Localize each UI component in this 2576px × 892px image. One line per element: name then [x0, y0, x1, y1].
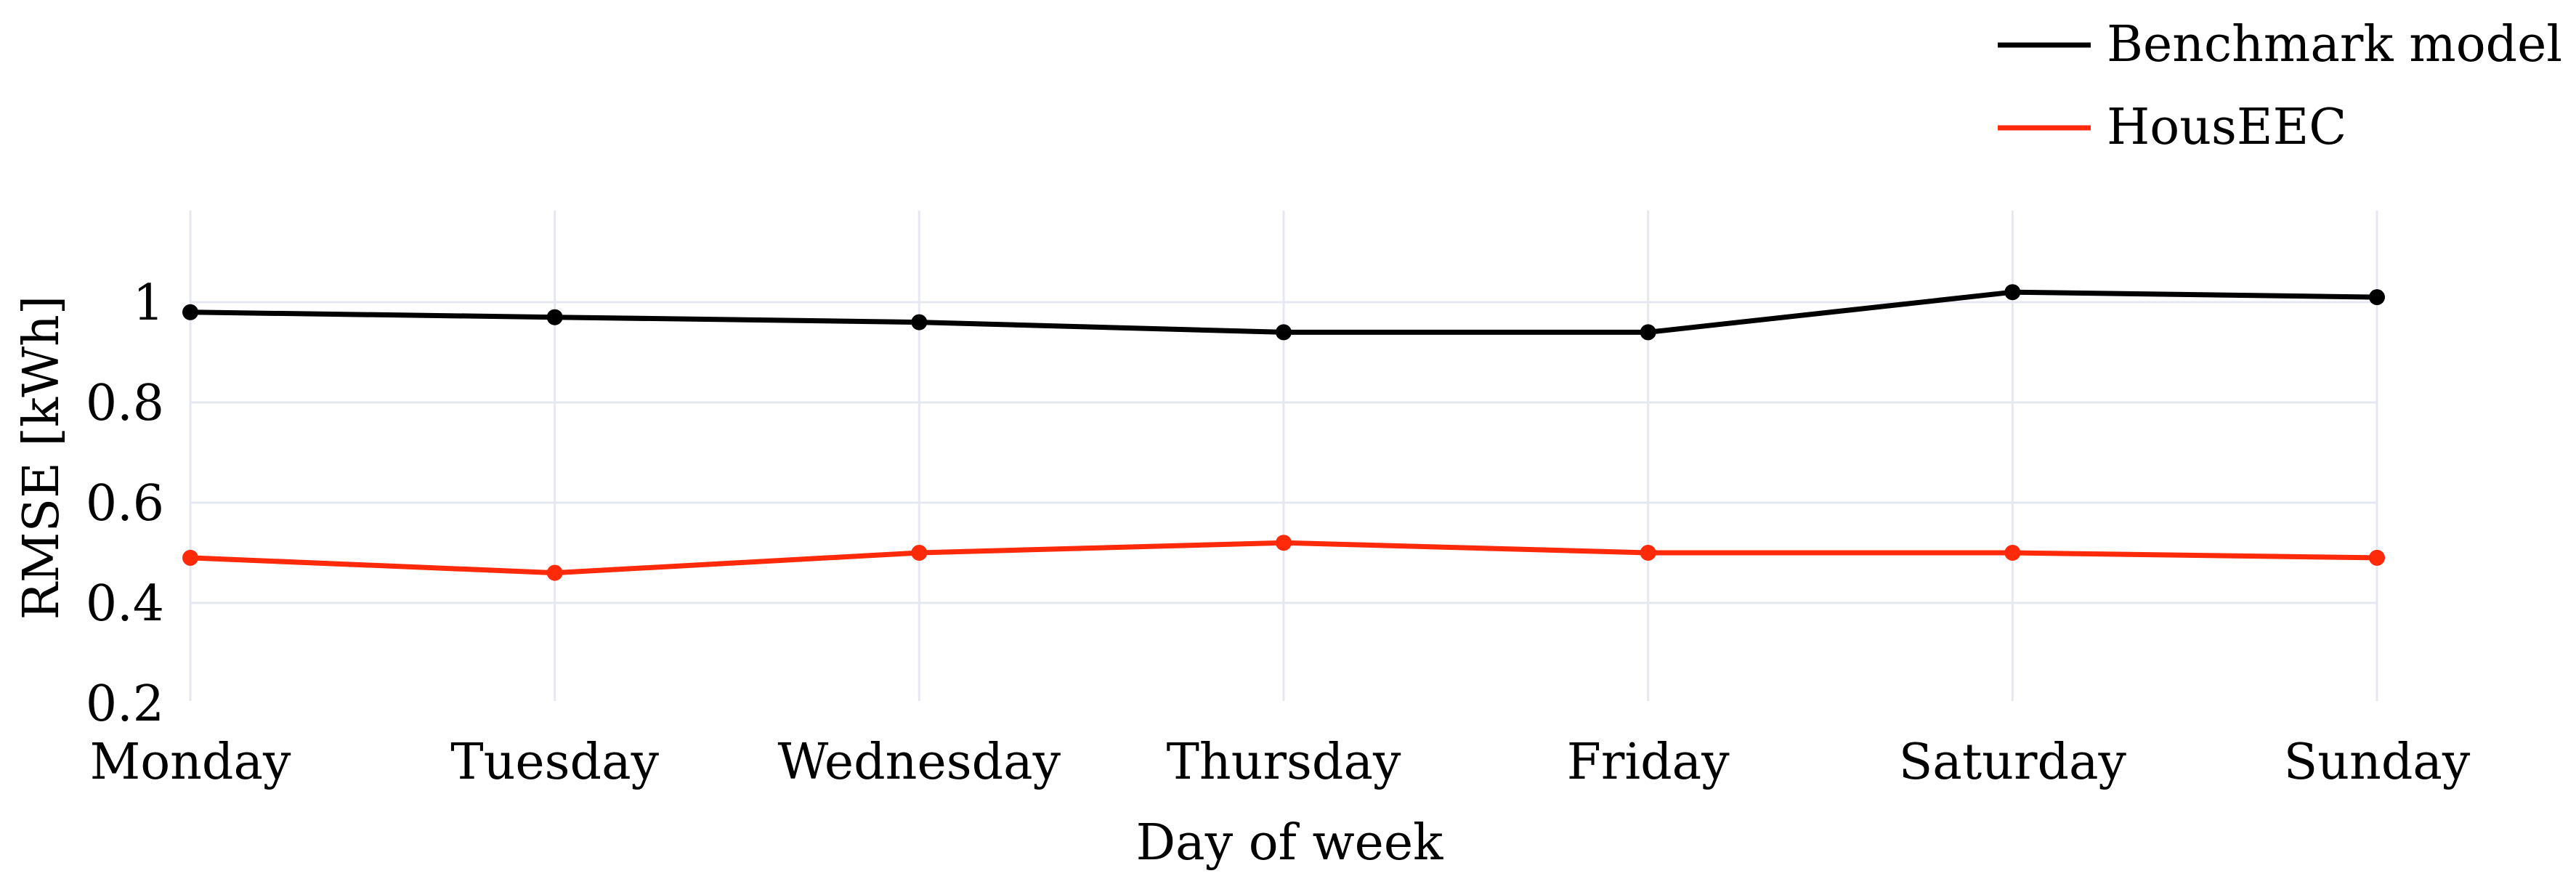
series-layer	[182, 284, 2385, 581]
x-tick-label: Thursday	[1167, 734, 1401, 791]
data-point	[1276, 324, 1292, 341]
data-point	[182, 549, 198, 566]
x-tick-label: Saturday	[1899, 734, 2127, 791]
data-point	[1276, 535, 1292, 551]
x-tick-label: Tuesday	[450, 734, 659, 791]
legend-label-benchmark: Benchmark model	[2107, 16, 2562, 73]
data-point	[911, 314, 928, 331]
legend: Benchmark model HousEEC	[1998, 16, 2562, 156]
y-axis: 0.2 0.4 0.6 0.8 1	[86, 275, 164, 733]
data-point	[2004, 284, 2021, 301]
x-axis: Monday Tuesday Wednesday Thursday Friday Satu…	[90, 734, 2471, 791]
legend-item-benchmark: Benchmark model	[1998, 16, 2562, 73]
y-axis-title: RMSE [kWh]	[13, 296, 70, 620]
data-point	[546, 309, 563, 325]
legend-item-houseec: HousEEC	[1998, 99, 2346, 156]
series-houseec	[182, 535, 2385, 581]
data-point	[911, 545, 928, 561]
data-point	[1640, 324, 1656, 341]
x-tick-label: Friday	[1567, 734, 1730, 791]
x-gridlines	[189, 211, 2378, 701]
data-point	[2369, 289, 2385, 306]
x-tick-label: Monday	[90, 734, 291, 791]
y-tick-label: 0.2	[86, 676, 164, 733]
data-point	[1640, 545, 1656, 561]
x-axis-title: Day of week	[1136, 814, 1444, 872]
y-tick-label: 0.6	[86, 475, 164, 532]
x-tick-label: Sunday	[2284, 734, 2471, 791]
data-point	[2369, 549, 2385, 566]
data-point	[182, 304, 198, 320]
data-point	[546, 564, 563, 581]
y-gridlines	[190, 301, 2377, 604]
series-benchmark	[182, 284, 2385, 341]
legend-label-houseec: HousEEC	[2107, 99, 2346, 156]
x-tick-label: Wednesday	[778, 734, 1061, 791]
data-point	[2004, 545, 2021, 561]
y-tick-label: 0.4	[86, 575, 164, 633]
y-tick-label: 1	[133, 275, 164, 332]
y-tick-label: 0.8	[86, 375, 164, 432]
